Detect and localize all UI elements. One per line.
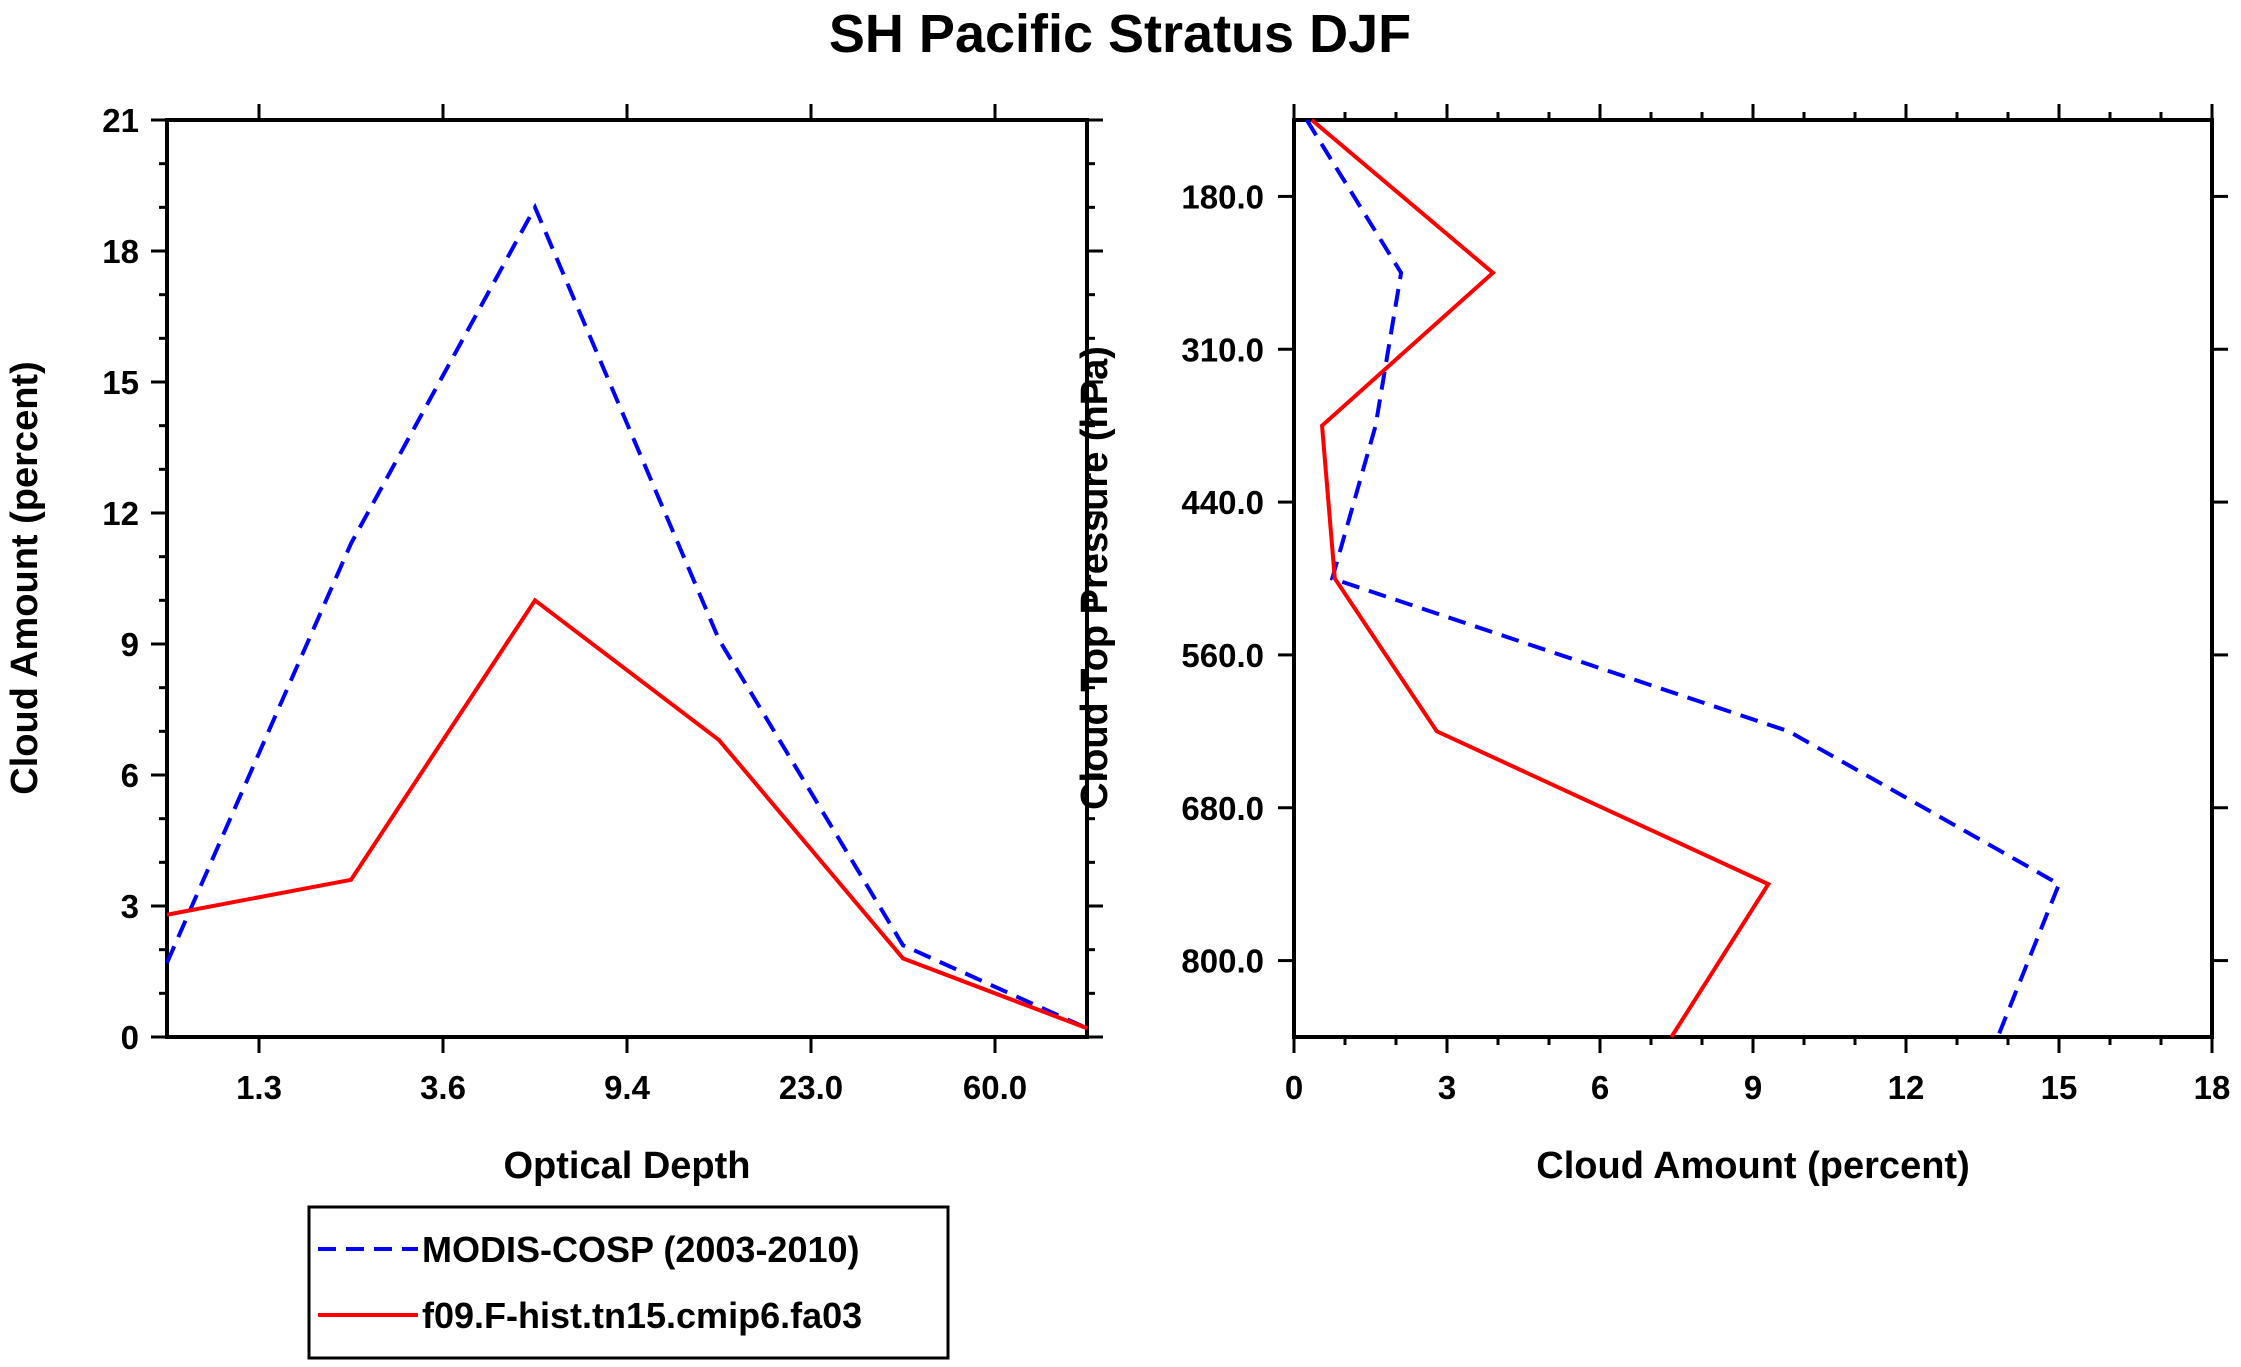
right-ticks: 0 3 6 9 12 15 18 180.0 310.0 440.0 560.0 680.0 800.0 <box>1181 104 2230 1106</box>
left-y-axis-label: Cloud Amount (percent) <box>4 361 46 794</box>
left-plot-frame <box>165 118 1089 1039</box>
left-y-tick-label: 3 <box>121 888 139 925</box>
right-x-tick-label: 9 <box>1744 1069 1762 1106</box>
right-panel: 0 3 6 9 12 15 18 180.0 310.0 440.0 560.0 680.0 800.0… <box>1074 104 2230 1187</box>
left-y-tick-label: 15 <box>102 364 139 401</box>
right-y-tick-label: 560.0 <box>1181 637 1264 674</box>
right-y-tick-label: 800.0 <box>1181 943 1264 980</box>
left-x-tick-label: 1.3 <box>236 1069 282 1106</box>
right-y-tick-label: 180.0 <box>1181 178 1264 215</box>
left-y-tick-label: 12 <box>102 495 139 532</box>
right-y-tick-label: 680.0 <box>1181 790 1264 827</box>
right-x-tick-label: 12 <box>1888 1069 1925 1106</box>
right-x-tick-label: 3 <box>1438 1069 1456 1106</box>
right-series-obs-line <box>1305 118 2062 1038</box>
right-plot-frame <box>1292 118 2214 1039</box>
left-panel: 0 3 6 9 12 15 18 21 1.3 3.6 9.4 23.0 60.0 Optical De… <box>4 102 1103 1187</box>
left-x-tick-label: 3.6 <box>420 1069 466 1106</box>
left-y-tick-label: 6 <box>121 757 139 794</box>
right-y-tick-label: 310.0 <box>1181 331 1264 368</box>
left-x-tick-label: 23.0 <box>779 1069 843 1106</box>
left-y-tick-label: 21 <box>102 102 139 139</box>
left-y-tick-label: 9 <box>121 626 139 663</box>
right-x-tick-label: 15 <box>2041 1069 2078 1106</box>
right-y-tick-label: 440.0 <box>1181 484 1264 521</box>
right-x-tick-label: 18 <box>2194 1069 2231 1106</box>
right-x-tick-label: 6 <box>1591 1069 1609 1106</box>
chart-title: SH Pacific Stratus DJF <box>829 4 1411 64</box>
right-lines <box>1305 118 2062 1039</box>
legend-box <box>307 1205 950 1360</box>
left-x-tick-label: 60.0 <box>963 1069 1027 1106</box>
left-series-obs-line <box>165 202 1088 1031</box>
left-x-tick-label: 9.4 <box>604 1069 651 1106</box>
left-x-axis-label: Optical Depth <box>503 1145 750 1187</box>
left-ticks: 0 3 6 9 12 15 18 21 1.3 3.6 9.4 23.0 60.0 <box>102 102 1103 1106</box>
legend: MODIS-COSP (2003-2010) f09.F-hist.tn15.c… <box>307 1205 950 1360</box>
left-series-model-line <box>166 597 1088 1031</box>
right-series-model-line <box>1310 118 1772 1039</box>
legend-label-obs: MODIS-COSP (2003-2010) <box>422 1229 860 1270</box>
left-y-tick-label: 18 <box>102 233 139 270</box>
left-lines <box>165 202 1088 1031</box>
right-x-tick-label: 0 <box>1285 1069 1303 1106</box>
right-x-axis-label: Cloud Amount (percent) <box>1536 1145 1969 1187</box>
left-y-tick-label: 0 <box>121 1019 139 1056</box>
right-y-axis-label: Cloud Top Pressure (hPa) <box>1074 346 1116 810</box>
legend-label-model: f09.F-hist.tn15.cmip6.fa03 <box>422 1295 862 1336</box>
